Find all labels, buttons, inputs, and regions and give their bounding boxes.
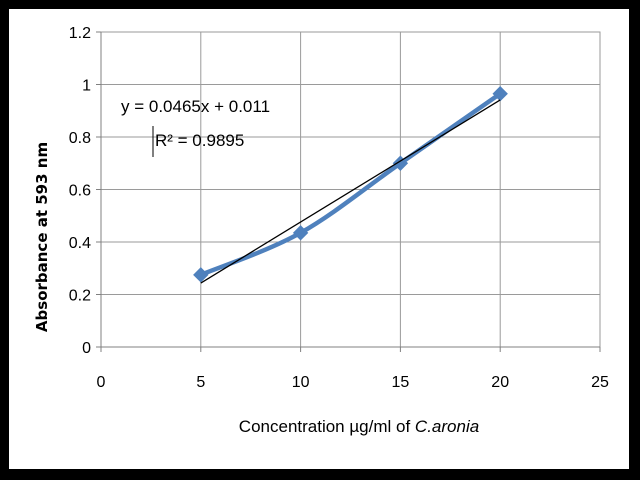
y-tick-labels: 0 0.2 0.4 0.6 0.8 1 1.2 xyxy=(69,25,91,357)
y-tick-label: 0 xyxy=(82,340,91,357)
axes xyxy=(96,31,601,352)
y-tick-label: 0.6 xyxy=(69,183,91,200)
x-tick-labels: 0 5 10 15 20 25 xyxy=(97,374,609,391)
x-tick-label: 0 xyxy=(97,374,106,391)
x-axis-label-main: Concentration µg/ml of xyxy=(239,417,411,436)
absorbance-chart: 0 5 10 15 20 25 0 0.2 0.4 0.6 0.8 1 1.2 y = 0.0465x… xyxy=(33,25,609,436)
trendline-r-squared: R² = 0.9895 xyxy=(155,131,244,150)
data-point-marker xyxy=(193,267,209,283)
trendline xyxy=(200,99,501,284)
x-axis-label-species: C.aronia xyxy=(415,417,479,436)
x-tick-label: 20 xyxy=(491,374,509,391)
data-point-marker xyxy=(292,225,309,241)
x-tick-label: 25 xyxy=(591,374,609,391)
y-tick-label: 1.2 xyxy=(69,25,91,42)
series-line xyxy=(198,91,503,278)
gridlines xyxy=(100,31,601,348)
trendline-equation: y = 0.0465x + 0.011 xyxy=(121,97,270,116)
trendline-label: y = 0.0465x + 0.011 R² = 0.9895 xyxy=(121,97,270,157)
data-point-marker xyxy=(392,155,409,171)
y-tick-label: 0.4 xyxy=(69,235,91,252)
y-tick-label: 0.2 xyxy=(69,288,91,305)
y-axis-label: Absorbance at 593 nm xyxy=(33,142,51,332)
x-tick-label: 15 xyxy=(392,374,410,391)
y-tick-label: 1 xyxy=(82,78,91,95)
data-series xyxy=(193,85,508,283)
x-tick-label: 5 xyxy=(196,374,205,391)
y-tick-label: 0.8 xyxy=(69,130,91,147)
chart-frame: 0 5 10 15 20 25 0 0.2 0.4 0.6 0.8 1 1.2 y = 0.0465x… xyxy=(9,9,629,469)
x-tick-label: 10 xyxy=(292,374,310,391)
x-axis-label: Concentration µg/ml of C.aronia xyxy=(239,417,479,436)
trendline-group xyxy=(200,99,501,284)
